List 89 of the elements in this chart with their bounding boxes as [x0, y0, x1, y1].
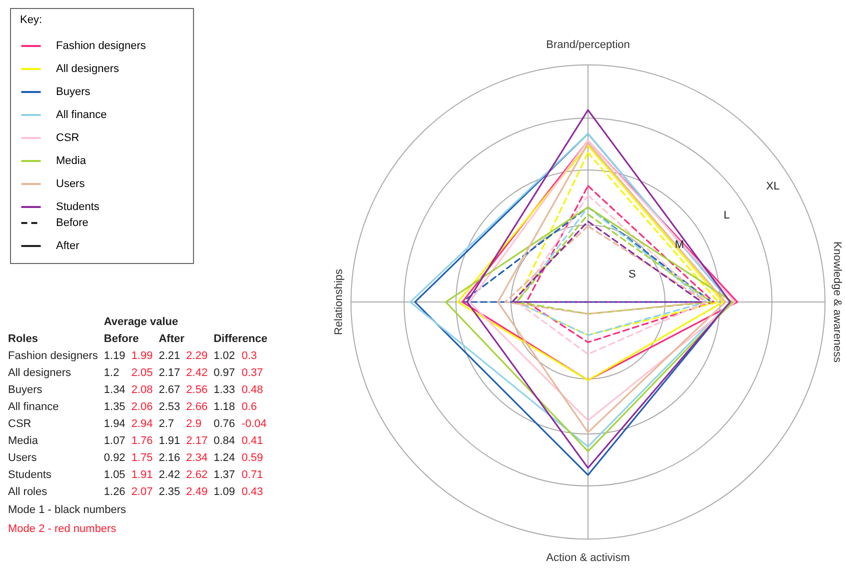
text: 1.75 — [131, 452, 154, 466]
text: After — [158, 333, 186, 347]
text: 0.41 — [242, 435, 264, 449]
text: 2.42 — [186, 367, 209, 381]
text: 1.09 — [214, 486, 236, 500]
text: Fashion designers — [8, 350, 99, 364]
text: 0.97 — [214, 367, 236, 381]
text: M — [674, 238, 684, 251]
text: 2.35 — [158, 486, 182, 500]
text: 2.17 — [158, 367, 182, 381]
legend-label: Fashion designers — [56, 40, 146, 52]
text: 2.94 — [131, 418, 154, 432]
text: 1.2 — [104, 367, 120, 381]
text: 1.26 — [104, 486, 126, 500]
text: 1.07 — [104, 435, 126, 449]
text: After — [56, 240, 80, 252]
text: Media — [8, 435, 39, 449]
text: 1.76 — [131, 435, 154, 449]
text: 2.56 — [186, 384, 209, 398]
text: 0.37 — [242, 367, 264, 381]
text: 2.53 — [158, 401, 182, 415]
text: 0.48 — [242, 384, 264, 398]
text: L — [724, 209, 730, 222]
text: All roles — [8, 486, 48, 500]
spoke-label: Knowledge & awareness — [830, 241, 843, 364]
spoke-label: Brand/perception — [546, 38, 630, 51]
text: 1.35 — [104, 401, 126, 415]
text: CSR — [8, 418, 32, 432]
spoke-label: Action & activism — [546, 552, 630, 564]
text: 2.42 — [158, 469, 182, 483]
text: 2.7 — [158, 418, 176, 432]
text: 1.05 — [104, 469, 126, 483]
text: 2.21 — [158, 350, 182, 364]
text: 2.49 — [186, 486, 209, 500]
text: Mode 2 - red numbers — [8, 522, 118, 537]
text: 0.92 — [104, 452, 126, 466]
legend-label: All designers — [56, 63, 120, 75]
text: 1.91 — [158, 435, 182, 449]
text: 0.76 — [214, 418, 236, 432]
text: 1.34 — [104, 384, 126, 398]
text: 1.18 — [214, 401, 236, 415]
text: Roles — [8, 333, 39, 347]
text: Buyers — [8, 384, 44, 398]
text: 0.43 — [242, 486, 264, 500]
text: 2.05 — [131, 367, 154, 381]
text: 1.33 — [214, 384, 236, 398]
text: 1.24 — [214, 452, 236, 466]
text: 0.3 — [242, 350, 258, 364]
text: 0.59 — [242, 452, 264, 466]
text: 1.91 — [131, 469, 154, 483]
text: 2.08 — [131, 384, 154, 398]
text: All finance — [8, 401, 60, 415]
text: 1.02 — [214, 350, 236, 364]
spoke-label: Relationships — [333, 268, 346, 336]
text: Students — [8, 469, 52, 483]
text: Difference — [214, 333, 268, 347]
legend-label: CSR — [56, 132, 80, 144]
text: 2.07 — [131, 486, 154, 500]
text: All designers — [8, 367, 72, 381]
text: -0.04 — [242, 418, 268, 432]
text: 1.19 — [104, 350, 126, 364]
text: 1.94 — [104, 418, 126, 432]
text: 2.29 — [186, 350, 209, 364]
text: Users — [8, 452, 38, 466]
text: Average value — [104, 316, 180, 330]
text: 2.17 — [186, 435, 209, 449]
text: XL — [766, 180, 780, 192]
legend-label: Media — [56, 155, 87, 167]
text: 0.71 — [242, 469, 264, 483]
text: 2.06 — [131, 401, 154, 415]
text: Before — [104, 333, 140, 347]
text: 1.99 — [131, 350, 154, 364]
legend-label: Buyers — [56, 86, 91, 98]
text: 2.67 — [158, 384, 182, 398]
text: S — [628, 268, 636, 280]
text: 2.34 — [186, 452, 209, 466]
legend-label: Users — [56, 178, 86, 190]
legend-title: Key: — [20, 14, 42, 26]
text: 2.9 — [186, 418, 202, 432]
text: Mode 1 - black numbers — [8, 503, 127, 518]
text: 2.62 — [186, 469, 209, 483]
text: 2.66 — [186, 401, 209, 415]
legend-label: All finance — [56, 109, 107, 121]
text: 2.16 — [158, 452, 182, 466]
text: 0.6 — [242, 401, 258, 415]
text: 1.37 — [214, 469, 236, 483]
text: Before — [56, 217, 88, 229]
text: 0.84 — [214, 435, 236, 449]
legend-label: Students — [56, 201, 100, 213]
